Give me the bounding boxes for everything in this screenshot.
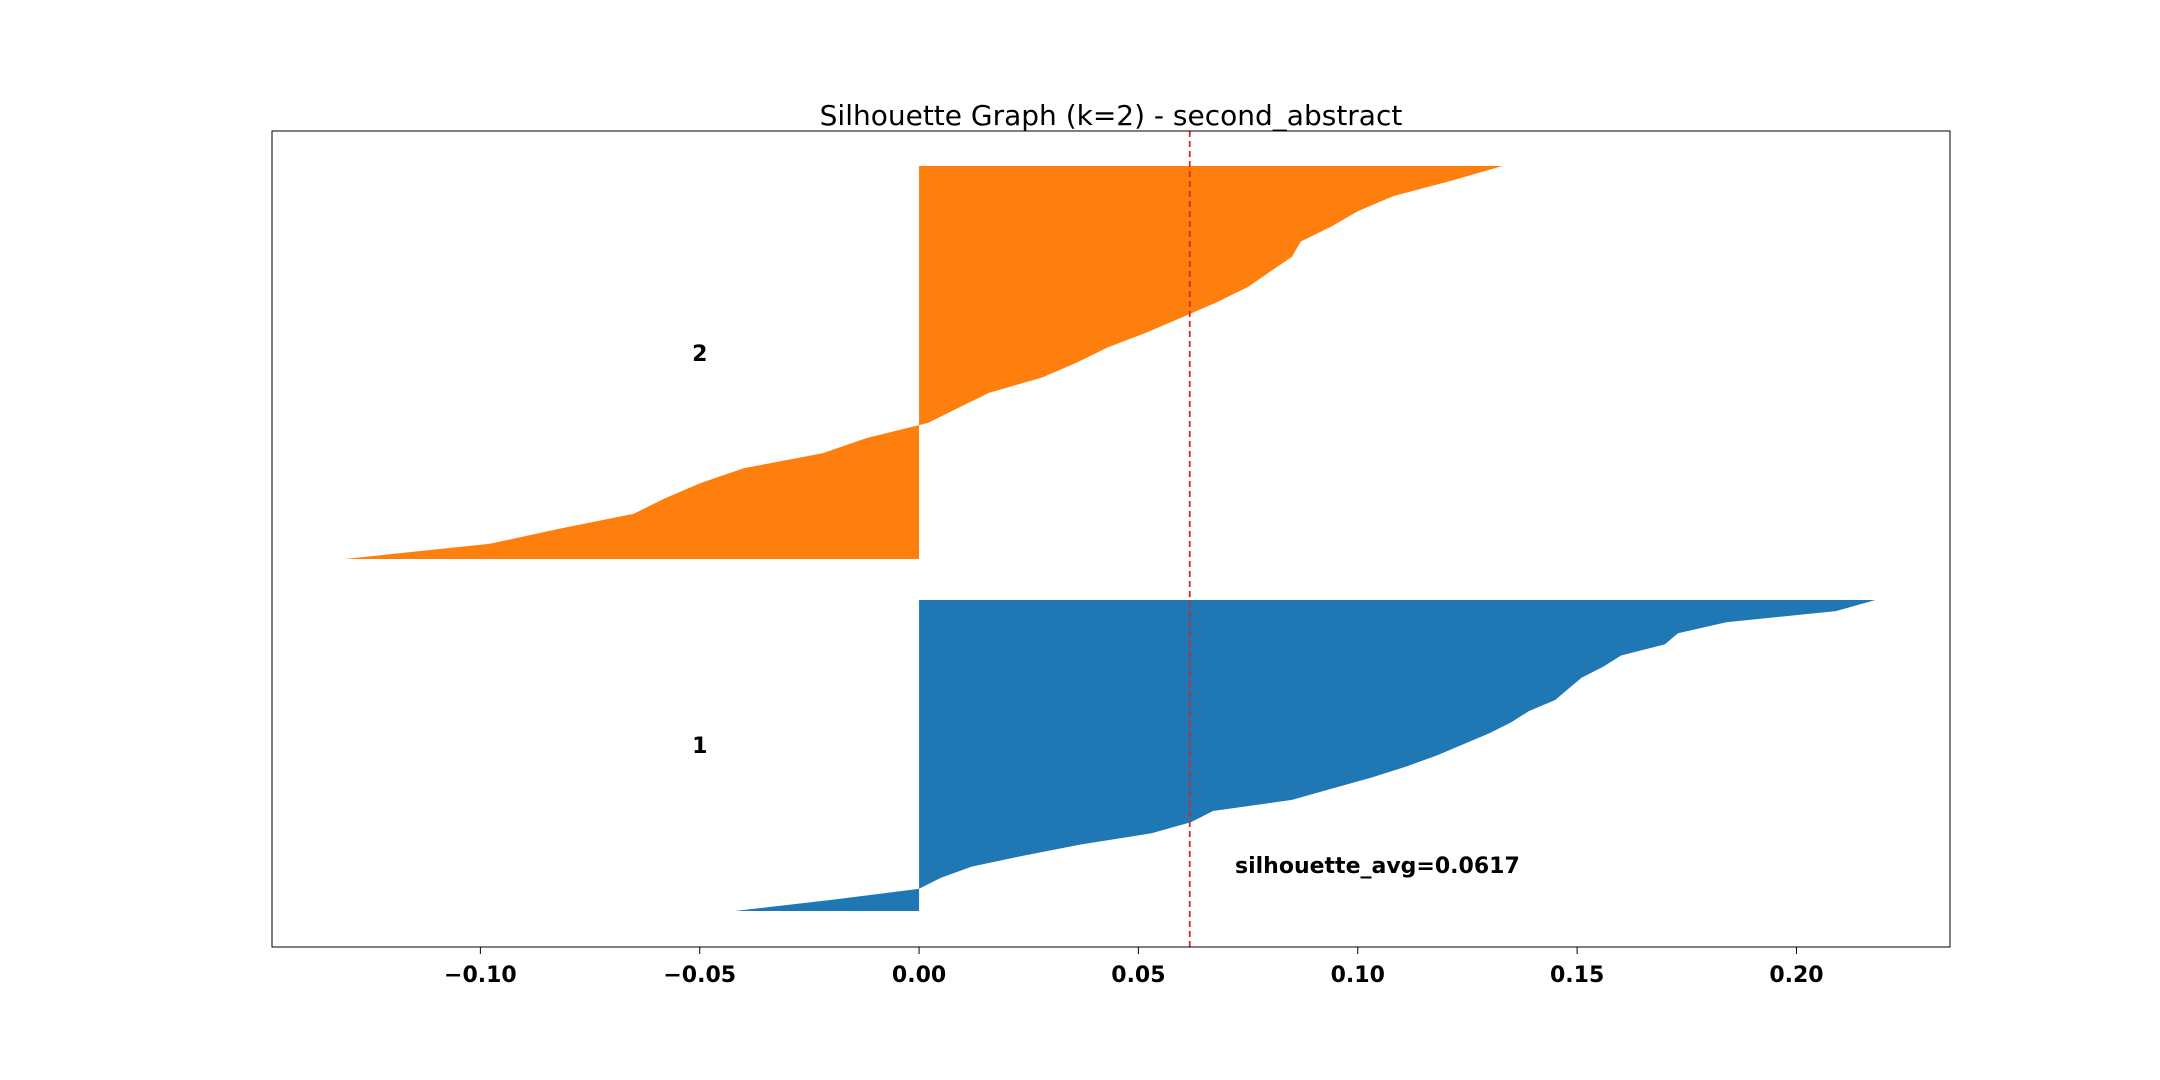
x-tick-label: 0.15: [1550, 963, 1604, 988]
x-tick-label: 0.05: [1111, 963, 1165, 988]
plot-area: 12: [344, 131, 1876, 947]
x-tick-label: 0.10: [1331, 963, 1385, 988]
cluster-label-2: 2: [692, 342, 707, 367]
x-tick-label: 0.00: [892, 963, 946, 988]
silhouette-avg-annotation: silhouette_avg=0.0617: [1235, 854, 1520, 879]
silhouette-area-cluster-1: [734, 600, 1876, 911]
chart-title: Silhouette Graph (k=2) - second_abstract: [820, 99, 1403, 132]
cluster-label-1: 1: [692, 734, 707, 759]
plot-frame: [271, 130, 1951, 948]
silhouette-area-cluster-2: [344, 166, 1503, 559]
x-tick-label: −0.05: [663, 963, 736, 988]
x-tick-label: 0.20: [1769, 963, 1823, 988]
x-axis: −0.10 −0.05 0.00 0.05 0.10 0.15 0.20: [444, 947, 1824, 988]
x-tick-label: −0.10: [444, 963, 517, 988]
